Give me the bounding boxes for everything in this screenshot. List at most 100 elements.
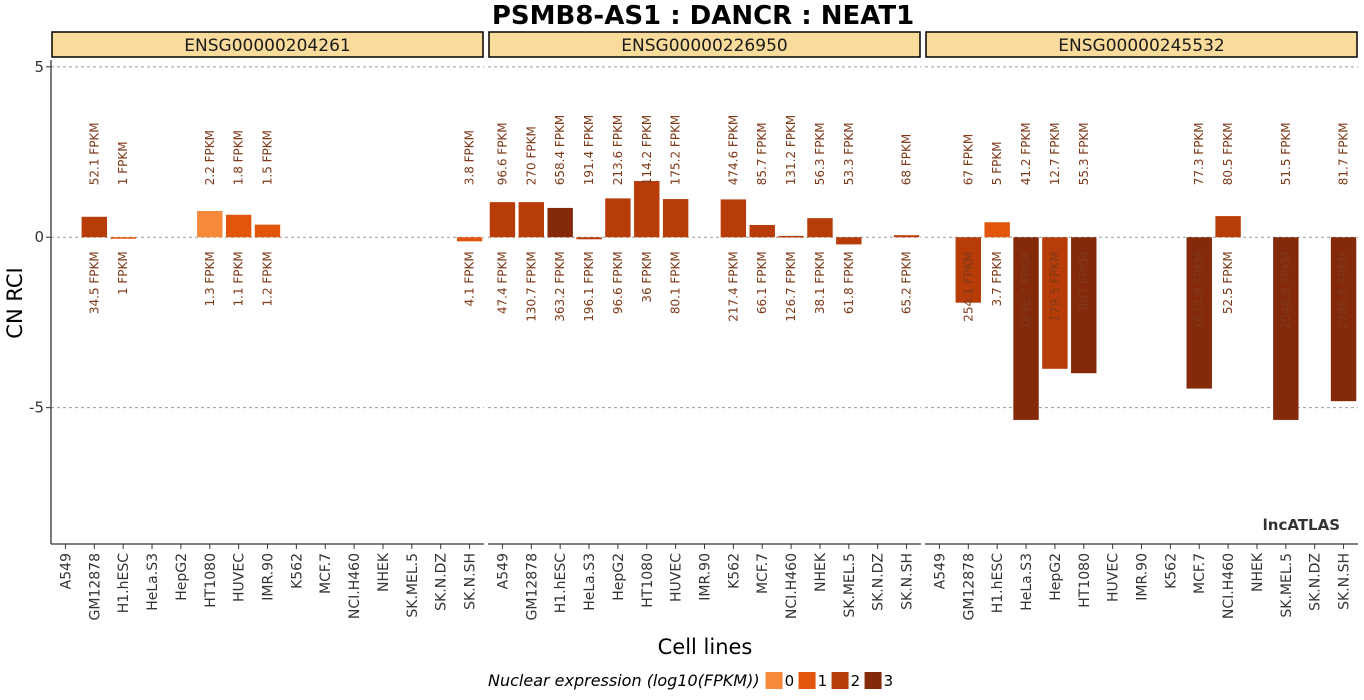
x-tick-label: H1.hESC	[553, 553, 569, 613]
fpkm-label-top: 55.3 FPKM	[1077, 122, 1091, 185]
fpkm-label-top: 1 FPKM	[116, 141, 130, 185]
fpkm-label-top: 12.7 FPKM	[1048, 122, 1062, 185]
fpkm-label-bottom: 96.6 FPKM	[611, 251, 625, 314]
x-tick-label: HUVEC	[1106, 553, 1122, 602]
bar	[1071, 237, 1097, 374]
y-axis-title: CN RCI	[3, 267, 27, 338]
legend-swatch	[864, 672, 882, 689]
fpkm-label-bottom: 1674.8 FPKM	[1192, 251, 1206, 329]
bar	[605, 198, 631, 238]
legend-title: Nuclear expression (log10(FPKM))	[488, 671, 760, 690]
x-tick-label: HUVEC	[232, 553, 248, 602]
fpkm-label-top: 67 FPKM	[961, 134, 975, 185]
fpkm-label-top: 41.2 FPKM	[1019, 122, 1033, 185]
fpkm-label-top: 1.5 FPKM	[261, 130, 275, 185]
bar	[110, 237, 136, 239]
fpkm-label-bottom: 1.2 FPKM	[261, 251, 275, 306]
panel-3: ENSG00000245532 A549 GM12878 67 FPKM 254.1 F…	[925, 31, 1358, 620]
x-axis-title: Cell lines	[658, 635, 753, 659]
x-tick-label: GM12878	[87, 553, 103, 620]
fpkm-label-top: 213.6 FPKM	[611, 115, 625, 186]
fpkm-label-bottom: 1.1 FPKM	[232, 251, 246, 306]
fpkm-label-bottom: 1.3 FPKM	[203, 251, 217, 306]
bar	[81, 216, 108, 238]
x-tick-label: NHEK	[376, 552, 392, 592]
x-tick-label: MCF.7	[1192, 553, 1208, 594]
bar	[225, 214, 252, 238]
bar	[254, 224, 281, 238]
fpkm-label-top: 175.2 FPKM	[669, 115, 683, 186]
fpkm-label-top: 68 FPKM	[900, 134, 914, 185]
bar	[489, 202, 516, 238]
panel-strip	[925, 31, 1358, 58]
x-tick-label: IMR.90	[698, 553, 714, 601]
x-tick-label: H1.hESC	[116, 553, 132, 613]
x-tick-label: HT1080	[1077, 553, 1093, 608]
x-tick-label: MCF.7	[755, 553, 771, 594]
x-tick-label: SK.N.SH	[900, 553, 916, 610]
fpkm-label-top: 85.7 FPKM	[755, 122, 769, 185]
fpkm-label-top: 77.3 FPKM	[1192, 122, 1206, 185]
bar	[456, 237, 483, 242]
fpkm-label-bottom: 2048.8 FPKM	[1279, 251, 1293, 329]
fpkm-label-bottom: 196.1 FPKM	[582, 251, 596, 322]
fpkm-label-top: 3.8 FPKM	[463, 130, 477, 185]
fpkm-label-top: 131.2 FPKM	[784, 115, 798, 186]
legend-swatch	[765, 672, 783, 689]
x-tick-label: GM12878	[524, 553, 540, 620]
x-tick-label: A549	[58, 553, 74, 589]
fpkm-label-bottom: 254.1 FPKM	[961, 251, 975, 322]
bar	[1215, 216, 1241, 238]
x-tick-label: SK.N.SH	[463, 553, 479, 610]
fpkm-label-bottom: 2288.5 FPKM	[1337, 251, 1351, 329]
fpkm-label-bottom: 217.4 FPKM	[726, 251, 740, 322]
x-tick-label: NCI.H460	[1221, 553, 1237, 619]
legend-label: 3	[884, 672, 894, 690]
fpkm-label-top: 56.3 FPKM	[813, 122, 827, 185]
y-axis: 5 0 -5	[29, 58, 51, 417]
x-tick-label: SK.N.DZ	[434, 553, 450, 611]
fpkm-label-bottom: 36 FPKM	[640, 251, 654, 302]
y-tick-label: 0	[34, 228, 44, 246]
bar	[1013, 237, 1039, 420]
bar	[576, 237, 602, 240]
fpkm-label-top: 1.8 FPKM	[232, 130, 246, 185]
x-tick-label: HeLa.S3	[582, 553, 598, 611]
bar	[1186, 237, 1212, 389]
x-tick-label: HepG2	[1048, 553, 1064, 601]
x-tick-label: MCF.7	[318, 553, 334, 594]
x-tick-label: A549	[932, 553, 948, 589]
legend-label: 2	[851, 672, 861, 690]
x-tick-label: K562	[289, 553, 305, 589]
fpkm-label-top: 2.2 FPKM	[203, 130, 217, 185]
fpkm-label-top: 53.3 FPKM	[842, 122, 856, 185]
x-tick-label: SK.MEL.5	[405, 553, 421, 618]
y-tick-label: -5	[29, 399, 44, 417]
bar	[1330, 237, 1357, 402]
legend-swatch	[798, 672, 816, 689]
fpkm-label-top: 191.4 FPKM	[582, 115, 596, 186]
x-tick-label: H1.hESC	[990, 553, 1006, 613]
x-tick-label: SK.MEL.5	[842, 553, 858, 618]
legend-label: 0	[785, 672, 795, 690]
fpkm-label-top: 270 FPKM	[524, 126, 538, 185]
bar	[984, 222, 1010, 238]
x-tick-label: IMR.90	[1135, 553, 1151, 601]
legend-swatch	[831, 672, 849, 689]
fpkm-label-bottom: 363.2 FPKM	[553, 251, 567, 322]
fpkm-label-bottom: 34.5 FPKM	[87, 251, 101, 314]
x-tick-label: HepG2	[611, 553, 627, 601]
bar	[955, 237, 982, 303]
x-tick-label: SK.N.SH	[1337, 553, 1353, 610]
x-tick-label: NHEK	[813, 552, 829, 592]
fpkm-label-bottom: 47.4 FPKM	[495, 251, 509, 314]
fpkm-label-bottom: 1636.7 FPKM	[1019, 251, 1033, 329]
bar	[778, 235, 804, 238]
fpkm-label-bottom: 4.1 FPKM	[463, 251, 477, 306]
legend-label: 1	[818, 672, 828, 690]
legend-items: 0 1 2 3	[765, 672, 894, 690]
fpkm-label-bottom: 867 FPKM	[1077, 251, 1091, 310]
x-tick-label: NCI.H460	[347, 553, 363, 619]
x-tick-label: K562	[726, 553, 742, 589]
